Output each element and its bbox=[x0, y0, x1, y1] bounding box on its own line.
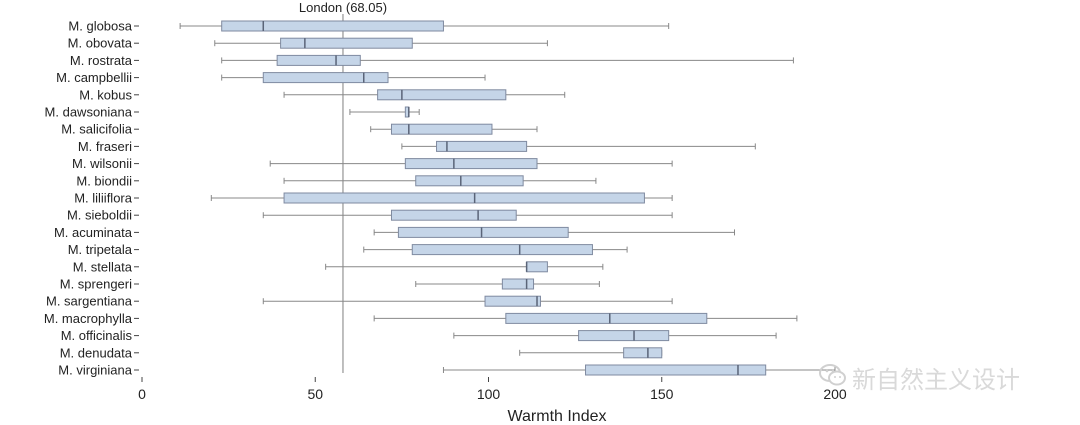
box-iqr bbox=[404, 158, 538, 170]
box-6 bbox=[370, 123, 538, 135]
box-13 bbox=[363, 244, 628, 256]
box-15 bbox=[415, 278, 600, 290]
box-iqr bbox=[411, 244, 593, 256]
box-17 bbox=[373, 312, 798, 324]
watermark: 新自然主义设计 bbox=[818, 360, 1020, 395]
box-2 bbox=[221, 54, 794, 66]
box-iqr bbox=[390, 209, 517, 221]
box-0 bbox=[179, 20, 670, 32]
box-9 bbox=[283, 175, 597, 187]
box-18 bbox=[453, 330, 777, 342]
box-iqr bbox=[397, 226, 569, 238]
box-iqr bbox=[283, 192, 645, 204]
y-tick-label: M. sieboldii bbox=[67, 208, 132, 223]
x-axis: 0 50 100 150 200 bbox=[138, 377, 847, 402]
y-tick-label: M. globosa bbox=[68, 19, 132, 34]
box-iqr bbox=[221, 20, 444, 32]
x-tick-label: 100 bbox=[477, 386, 501, 402]
y-tick-label: M. stellata bbox=[73, 259, 133, 274]
watermark-text: 新自然主义设计 bbox=[852, 366, 1020, 394]
box-16 bbox=[262, 295, 673, 307]
box-4 bbox=[283, 89, 566, 101]
y-tick-label: M. sprengeri bbox=[60, 277, 132, 292]
x-tick-label: 150 bbox=[650, 386, 674, 402]
box-iqr bbox=[623, 347, 663, 359]
box-iqr bbox=[505, 312, 708, 324]
y-tick-label: M. wilsonii bbox=[72, 156, 132, 171]
y-tick-label: M. denudata bbox=[60, 345, 133, 360]
reference-line-label: London (68.05) bbox=[299, 0, 387, 15]
y-tick-label: M. biondii bbox=[76, 173, 132, 188]
box-3 bbox=[221, 72, 486, 84]
box-iqr bbox=[377, 89, 507, 101]
box-iqr bbox=[390, 123, 493, 135]
box-1 bbox=[214, 37, 548, 49]
x-tick-label: 200 bbox=[823, 386, 847, 402]
box-iqr bbox=[578, 330, 670, 342]
box-iqr bbox=[501, 278, 535, 290]
y-tick-label: M. liliiflora bbox=[74, 191, 133, 206]
box-iqr bbox=[280, 37, 413, 49]
y-tick-label: M. sargentiana bbox=[46, 294, 133, 309]
y-tick-label: M. dawsoniana bbox=[45, 105, 133, 120]
y-tick-label: M. fraseri bbox=[78, 139, 132, 154]
y-tick-label: M. salicifolia bbox=[61, 122, 133, 137]
wechat-icon bbox=[818, 362, 848, 394]
y-axis: M. globosa M. obovata M. rostrata M. campbe… bbox=[44, 19, 139, 378]
x-axis-title: Warmth Index bbox=[508, 408, 607, 425]
y-tick-label: M. rostrata bbox=[70, 53, 133, 68]
x-tick-label: 0 bbox=[138, 386, 146, 402]
box-14 bbox=[325, 261, 604, 273]
y-tick-label: M. virginiana bbox=[58, 363, 132, 378]
box-iqr bbox=[585, 364, 767, 376]
y-tick-label: M. acuminata bbox=[54, 225, 133, 240]
box-iqr bbox=[484, 295, 541, 307]
box-10 bbox=[210, 192, 673, 204]
y-tick-label: M. kobus bbox=[79, 87, 132, 102]
box-iqr bbox=[436, 140, 528, 152]
box-iqr bbox=[526, 261, 548, 273]
box-11 bbox=[262, 209, 673, 221]
y-tick-label: M. macrophylla bbox=[44, 311, 133, 326]
box-8 bbox=[269, 158, 673, 170]
x-tick-label: 50 bbox=[307, 386, 323, 402]
box-19 bbox=[519, 347, 663, 359]
box-7 bbox=[401, 140, 756, 152]
y-tick-label: M. obovata bbox=[68, 36, 133, 51]
box-5 bbox=[349, 106, 420, 118]
box-iqr bbox=[415, 175, 524, 187]
y-tick-label: M. tripetala bbox=[68, 242, 133, 257]
box-12 bbox=[373, 226, 736, 238]
y-tick-label: M. officinalis bbox=[61, 328, 133, 343]
box-20 bbox=[442, 364, 836, 376]
box-iqr bbox=[276, 54, 361, 66]
y-tick-label: M. campbellii bbox=[56, 70, 132, 85]
boxes-group bbox=[179, 20, 836, 376]
box-iqr bbox=[262, 72, 389, 84]
